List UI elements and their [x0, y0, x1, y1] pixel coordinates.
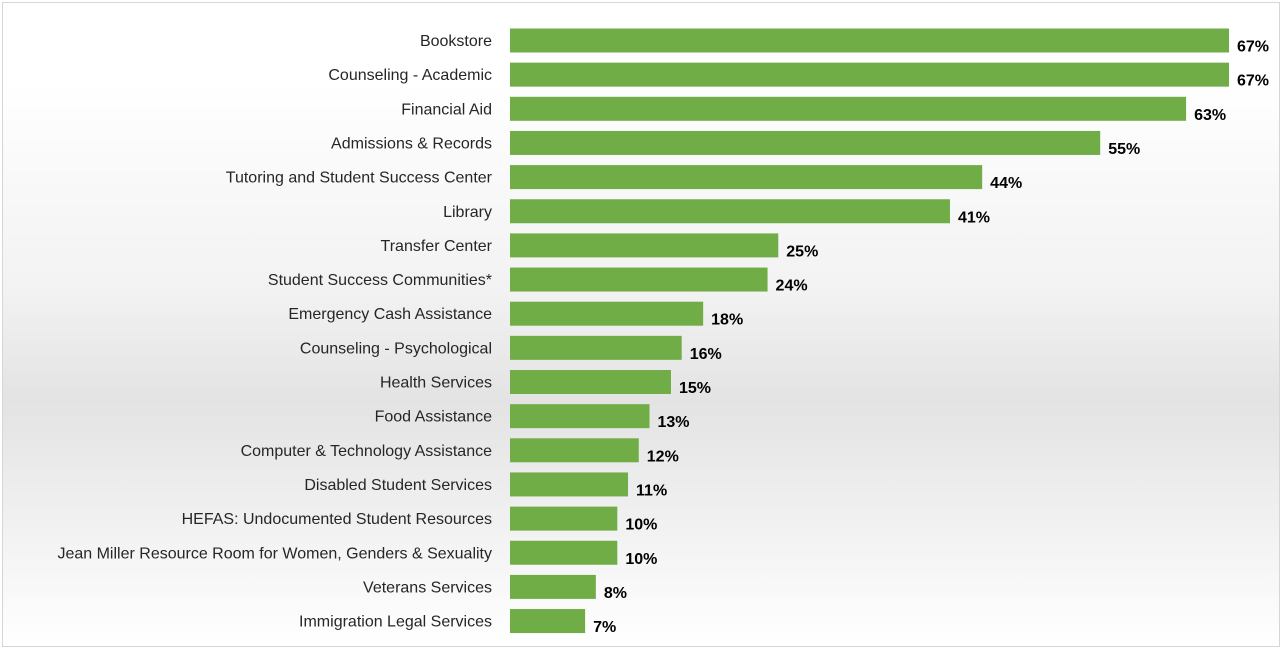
bars: [510, 28, 1229, 634]
value-label: 11%: [636, 482, 667, 499]
value-label: 63%: [1194, 107, 1226, 124]
value-label: 18%: [711, 312, 743, 329]
bar: [510, 62, 1229, 87]
bar: [510, 28, 1229, 53]
bar: [510, 370, 671, 394]
category-label: Jean Miller Resource Room for Women, Gen…: [57, 545, 492, 562]
category-labels: Bookstore Counseling - Academic Financial …: [57, 33, 492, 631]
bar: [510, 301, 704, 326]
bar: [510, 335, 682, 360]
bar: [510, 404, 650, 429]
value-label: 8%: [604, 585, 627, 602]
value-label: 41%: [958, 209, 990, 226]
bar: [510, 130, 1101, 155]
category-label: Computer & Technology Assistance: [241, 443, 493, 460]
value-label: 7%: [593, 619, 616, 636]
value-label: 15%: [679, 380, 711, 397]
category-label: Counseling - Academic: [328, 67, 492, 84]
category-label: Transfer Center: [381, 238, 493, 255]
bar: [510, 609, 586, 634]
bar: [510, 199, 950, 224]
value-label: 67%: [1237, 39, 1269, 56]
value-label: 55%: [1108, 141, 1140, 158]
bar: [510, 540, 618, 565]
category-label: Health Services: [380, 375, 492, 392]
value-label: 12%: [647, 448, 679, 465]
category-label: Veterans Services: [363, 579, 492, 596]
value-label: 10%: [625, 517, 657, 534]
value-label: 13%: [658, 414, 690, 431]
category-label: Food Assistance: [375, 409, 493, 426]
bar: [510, 233, 779, 258]
category-label: Tutoring and Student Success Center: [226, 170, 493, 187]
bar: [510, 506, 618, 531]
category-label: Counseling - Psychological: [300, 340, 492, 357]
category-label: Financial Aid: [401, 101, 492, 118]
bar: [510, 165, 983, 190]
bar: [510, 438, 639, 463]
value-label: 10%: [625, 551, 657, 568]
bar: [510, 267, 768, 292]
value-label: 16%: [690, 346, 722, 363]
category-label: Admissions & Records: [331, 135, 492, 152]
category-label: Emergency Cash Assistance: [288, 306, 492, 323]
value-label: 24%: [776, 278, 808, 295]
category-label: Bookstore: [420, 33, 492, 50]
category-label: Student Success Communities*: [268, 272, 492, 289]
value-label: 44%: [990, 175, 1022, 192]
value-label: 67%: [1237, 73, 1269, 90]
category-label: Library: [443, 204, 492, 221]
value-labels: 67% 67% 63% 55% 44%41% 25% 24% 18% 16% 15% 13% 12% 1…: [593, 39, 1269, 637]
category-label: HEFAS: Undocumented Student Resources: [182, 511, 492, 528]
category-label: Disabled Student Services: [304, 477, 492, 494]
value-label: 25%: [786, 243, 818, 260]
bar: [510, 472, 629, 497]
bar: [510, 574, 596, 599]
category-label: Immigration Legal Services: [299, 614, 492, 631]
bar: [510, 96, 1187, 121]
